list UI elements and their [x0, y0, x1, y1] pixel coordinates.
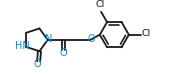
Text: N: N — [45, 34, 53, 44]
Text: O: O — [34, 59, 42, 69]
Text: O: O — [88, 34, 96, 44]
Text: Cl: Cl — [96, 0, 105, 9]
Text: O: O — [59, 48, 67, 58]
Text: HN: HN — [15, 41, 30, 51]
Text: Cl: Cl — [142, 29, 151, 38]
